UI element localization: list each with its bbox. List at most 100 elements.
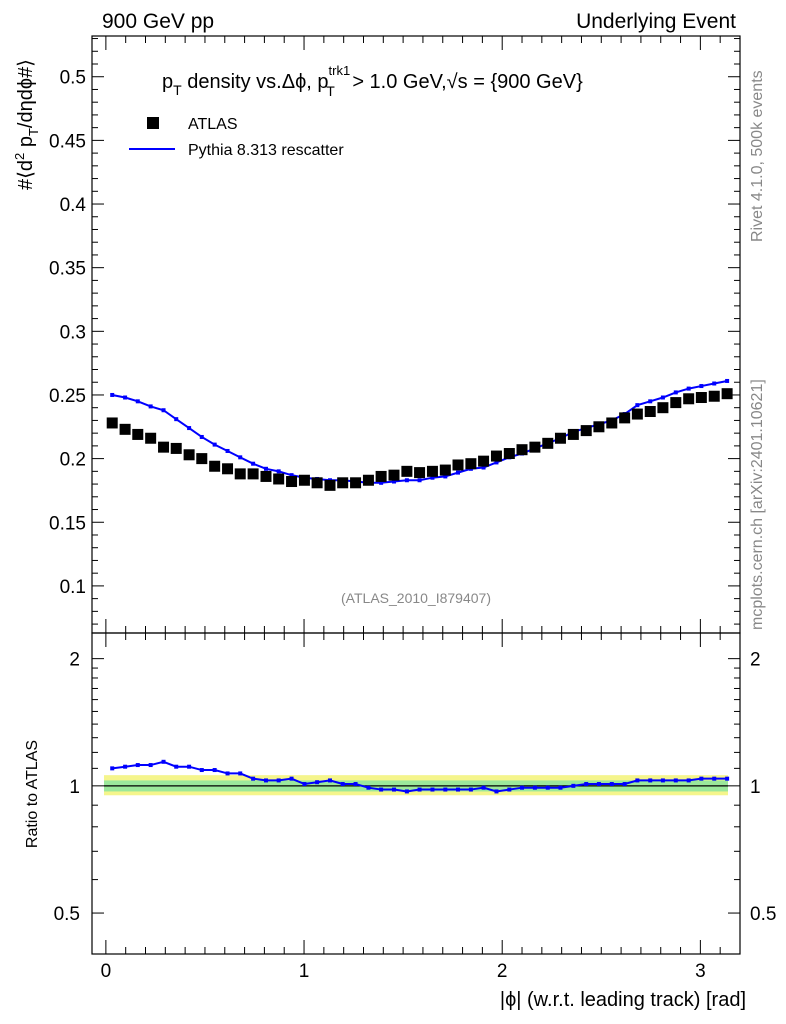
ratio-point [212, 768, 217, 773]
pythia-point [225, 448, 230, 453]
atlas-point [503, 448, 515, 460]
pythia-point [251, 461, 256, 466]
atlas-point [631, 408, 643, 420]
atlas-point [273, 473, 285, 485]
header-left: 900 GeV pp [102, 10, 214, 33]
ratio-point [584, 782, 589, 787]
ratio-point [558, 785, 563, 790]
main-y-tick-label: 0.5 [60, 68, 86, 89]
ratio-point [417, 787, 422, 792]
ratio-point [712, 776, 717, 781]
atlas-point [350, 477, 362, 489]
pythia-point [289, 473, 294, 478]
atlas-point [554, 432, 566, 444]
ratio-y-axis-label: Ratio to ATLAS [24, 740, 41, 848]
pythia-point [481, 465, 486, 470]
x-tick-label: 1 [299, 961, 310, 982]
main-y-tick-label: 0.4 [60, 195, 87, 216]
atlas-point [657, 402, 669, 414]
pythia-point [660, 395, 665, 400]
atlas-point [516, 444, 528, 456]
ratio-point [302, 782, 307, 787]
main-y-tick-label: 0.1 [60, 577, 86, 598]
ratio-point [327, 778, 332, 783]
ratio-y-tick-label-right: 1 [750, 777, 761, 798]
atlas-point [426, 465, 438, 477]
x-tick-label: 2 [497, 961, 508, 982]
atlas-point [452, 459, 464, 471]
pythia-point [430, 475, 435, 480]
ratio-point [609, 782, 614, 787]
pythia-point [212, 442, 217, 447]
main-x-ticks [105, 36, 741, 633]
ratio-point [404, 789, 409, 794]
ratio-point [571, 783, 576, 788]
ratio-point [725, 776, 730, 781]
ratio-point [148, 763, 153, 768]
atlas-point [670, 397, 682, 409]
ratio-point [161, 759, 166, 764]
ratio-point [392, 787, 397, 792]
pythia-point [238, 455, 243, 460]
pythia-point [494, 460, 499, 465]
pythia-point [712, 381, 717, 386]
atlas-point [542, 437, 554, 449]
pythia-point [673, 390, 678, 395]
ratio-point [494, 789, 499, 794]
pythia-point [187, 426, 192, 431]
atlas-point [465, 458, 477, 470]
ratio-point [187, 764, 192, 769]
atlas-point [222, 463, 234, 475]
pythia-point [174, 417, 179, 422]
ratio-point [443, 787, 448, 792]
atlas-point [324, 479, 336, 491]
atlas-point [337, 477, 349, 489]
analysis-tag: (ATLAS_2010_I879407) [341, 590, 491, 606]
ratio-x-axis: 0 1 2 3 [101, 633, 741, 982]
atlas-point [106, 417, 118, 429]
pythia-point [417, 478, 422, 483]
ratio-point [660, 778, 665, 783]
rivet-label: Rivet 4.1.0, 500k events [749, 70, 766, 242]
atlas-point [119, 423, 131, 435]
pythia-point [699, 384, 704, 389]
main-y-tick-label: 0.45 [49, 131, 86, 152]
ratio-point [353, 782, 358, 787]
ratio-point [545, 785, 550, 790]
ratio-point [123, 764, 128, 769]
pythia-point [148, 404, 153, 409]
ratio-point [289, 776, 294, 781]
chart-title: pT density vs.Δϕ, ptrk1 T > 1.0 GeV,√s = … [162, 63, 583, 99]
atlas-point [375, 470, 387, 482]
main-y-tick-label: 0.35 [49, 259, 86, 280]
ratio-point [456, 787, 461, 792]
pythia-point [379, 480, 384, 485]
pythia-point [443, 474, 448, 479]
legend-atlas-label: ATLAS [188, 116, 238, 133]
atlas-point [286, 476, 298, 488]
y-axis-label: #⟨d2 pT/dηdϕ#⟩ [12, 59, 41, 190]
ratio-point [135, 763, 140, 768]
header-right: Underlying Event [576, 10, 736, 33]
pythia-point [648, 399, 653, 404]
ratio-point [340, 782, 345, 787]
ratio-point [174, 764, 179, 769]
atlas-point [298, 474, 310, 486]
pythia-point [110, 392, 115, 397]
atlas-point [170, 442, 182, 454]
ratio-point [532, 785, 537, 790]
legend-atlas-marker [147, 117, 159, 129]
pythia-point [161, 408, 166, 413]
ratio-point [251, 776, 256, 781]
legend-pythia-label: Pythia 8.313 rescatter [188, 142, 344, 159]
pythia-point [392, 479, 397, 484]
atlas-point [388, 469, 400, 481]
atlas-point [478, 455, 490, 467]
ratio-point [596, 782, 601, 787]
ratio-point [520, 785, 525, 790]
atlas-point [158, 441, 170, 453]
ratio-point [648, 778, 653, 783]
ratio-point [468, 787, 473, 792]
atlas-point [567, 428, 579, 440]
pythia-point [199, 434, 204, 439]
